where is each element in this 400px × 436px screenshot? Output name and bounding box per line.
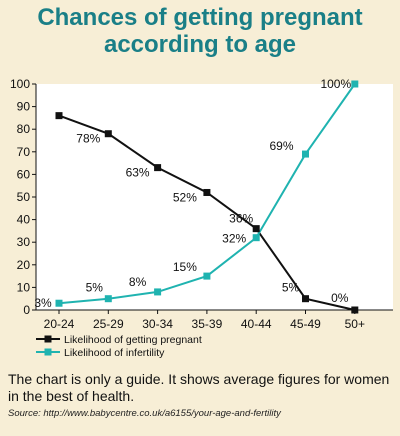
series-1-data-label: 52% — [173, 190, 197, 204]
series-2-point — [154, 288, 162, 296]
y-tick-label: 30 — [17, 235, 31, 249]
y-tick-label: 80 — [17, 122, 31, 136]
series-1-point — [203, 188, 211, 196]
x-tick-label: 20-24 — [44, 317, 75, 331]
series-1-point — [154, 164, 162, 172]
series-1-point — [351, 306, 359, 314]
x-tick-label: 30-34 — [142, 317, 173, 331]
y-tick-label: 40 — [17, 213, 31, 227]
y-tick-label: 0 — [23, 303, 30, 317]
chart-title: Chances of getting pregnant according to… — [0, 4, 400, 58]
series-1-data-label: 5% — [282, 281, 300, 295]
series-2-point — [104, 295, 112, 303]
line-chart: 0 10 20 30 40 50 60 70 80 90 100 20-24 25-29 30-34 35-… — [10, 77, 393, 359]
series-1-data-label: 63% — [126, 166, 150, 180]
x-tick-label: 35-39 — [192, 317, 223, 331]
series-2-point — [351, 80, 359, 88]
series-1-point — [302, 295, 309, 303]
y-tick-label: 50 — [17, 190, 31, 204]
legend-swatch-marker — [44, 348, 52, 356]
series-2-data-label: 15% — [173, 260, 197, 274]
y-tick-label: 60 — [17, 167, 31, 181]
x-tick-label: 50+ — [345, 317, 365, 331]
legend-swatch-marker — [44, 335, 52, 343]
series-2-point — [55, 299, 63, 307]
x-tick-label: 25-29 — [93, 317, 124, 331]
series-2-data-label: 5% — [86, 281, 104, 295]
legend: Likelihood of getting pregnantLikelihood… — [36, 334, 202, 359]
series-2-data-label: 8% — [129, 275, 147, 289]
series-1-point — [252, 225, 260, 233]
series-1-point — [104, 130, 112, 138]
series-2-data-label: 32% — [222, 232, 246, 246]
legend-entry-1: Likelihood of getting pregnant — [64, 334, 202, 346]
y-tick-label: 90 — [17, 100, 31, 114]
series-1-data-label: 36% — [229, 212, 253, 226]
footnote: The chart is only a guide. It shows aver… — [8, 371, 390, 404]
title-line-1: Chances of getting pregnant — [37, 4, 363, 31]
y-tick-label: 100 — [10, 77, 30, 91]
series-2-data-label: 100% — [320, 77, 351, 91]
source-note: Source: http://www.babycentre.co.uk/a615… — [8, 408, 281, 419]
series-1-data-label: 78% — [76, 132, 100, 146]
y-tick-label: 10 — [17, 280, 31, 294]
series-2-point — [302, 150, 309, 158]
series-2-data-label: 69% — [269, 139, 293, 153]
x-tick-label: 45-49 — [290, 317, 321, 331]
series-2-data-label: 3% — [34, 296, 52, 310]
series-2-point — [203, 272, 211, 280]
legend-entry-2: Likelihood of infertility — [64, 347, 165, 359]
series-1-data-label: 0% — [331, 291, 349, 305]
y-tick-label: 20 — [17, 258, 31, 272]
y-tick-label: 70 — [17, 145, 31, 159]
series-1-point — [55, 112, 63, 120]
x-tick-label: 40-44 — [241, 317, 272, 331]
title-line-2: according to age — [103, 31, 297, 58]
series-2-point — [252, 234, 260, 242]
